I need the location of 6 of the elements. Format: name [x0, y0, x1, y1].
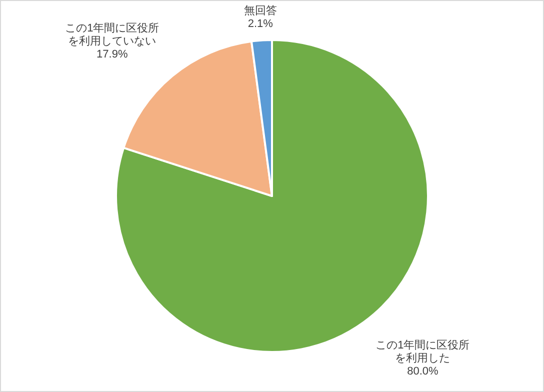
- slice-label: この1年間に区役所を利用していない: [65, 22, 160, 48]
- data-label: 2.1%: [248, 18, 274, 30]
- data-label: 17.9%: [96, 48, 128, 61]
- slice-label: 無回答: [244, 5, 277, 17]
- slice-label: この1年間に区役所を利用した: [376, 338, 470, 365]
- data-label: 80.0%: [407, 366, 438, 378]
